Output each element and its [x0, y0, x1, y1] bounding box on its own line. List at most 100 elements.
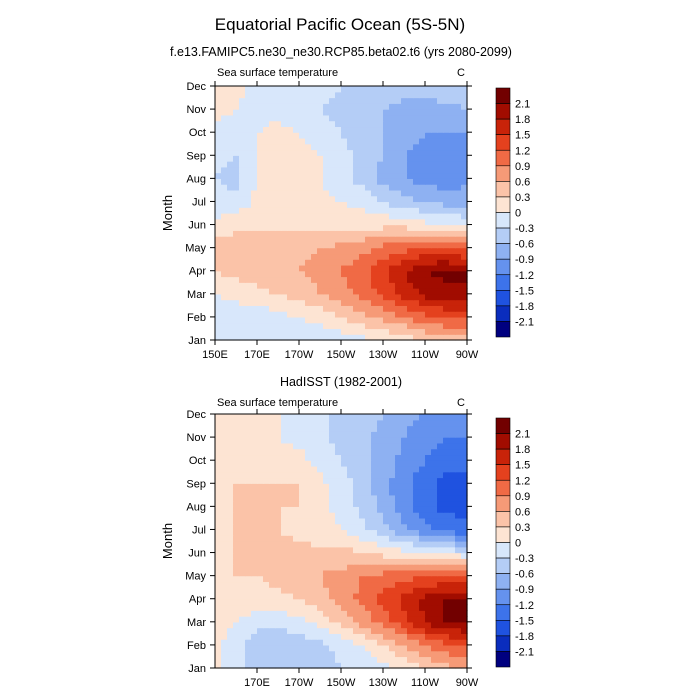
contour-cell: [293, 517, 300, 525]
contour-cell: [395, 201, 402, 208]
contour-cell: [401, 259, 408, 266]
contour-cell: [323, 437, 330, 444]
contour-cell: [263, 552, 270, 559]
contour-cell: [443, 236, 450, 243]
contour-cell: [347, 662, 354, 669]
contour-cell: [329, 465, 336, 473]
contour-cell: [407, 517, 414, 525]
contour-cell: [365, 465, 372, 473]
contour-cell: [233, 569, 240, 577]
contour-cell: [239, 442, 246, 450]
contour-cell: [275, 155, 282, 162]
contour-cell: [431, 149, 438, 156]
contour-cell: [323, 155, 330, 162]
contour-cell: [335, 264, 342, 272]
contour-cell: [305, 299, 312, 306]
contour-cell: [347, 448, 354, 456]
contour-cell: [359, 500, 366, 507]
contour-cell: [347, 328, 354, 335]
contour-cell: [395, 109, 402, 116]
contour-cell: [293, 431, 300, 438]
contour-cell: [287, 581, 294, 588]
contour-cell: [323, 288, 330, 295]
contour-cell: [227, 149, 234, 156]
contour-cell: [227, 512, 234, 519]
contour-cell: [371, 195, 378, 203]
contour-cell: [347, 195, 354, 203]
contour-cell: [323, 512, 330, 519]
contour-cell: [287, 425, 294, 432]
contour-cell: [377, 149, 384, 156]
contour-cell: [359, 288, 366, 295]
contour-cell: [365, 639, 372, 646]
contour-cell: [431, 201, 438, 208]
contour-cell: [407, 587, 414, 594]
contour-cell: [413, 454, 420, 461]
contour-cell: [275, 633, 282, 640]
contour-cell: [299, 465, 306, 473]
contour-cell: [353, 523, 360, 531]
contour-cell: [443, 270, 450, 278]
contour-cell: [395, 184, 402, 191]
contour-cell: [323, 213, 330, 220]
contour-cell: [437, 627, 444, 634]
contour-cell: [389, 201, 396, 208]
contour-cell: [455, 650, 462, 658]
contour-cell: [215, 465, 222, 473]
contour-cell: [341, 604, 348, 611]
contour-cell: [227, 293, 234, 301]
units-label: C: [457, 397, 465, 409]
contour-cell: [263, 218, 270, 226]
contour-cell: [269, 264, 276, 272]
contour-cell: [395, 103, 402, 110]
contour-cell: [293, 155, 300, 162]
contour-cell: [365, 293, 372, 301]
contour-cell: [293, 311, 300, 318]
contour-cell: [275, 598, 282, 606]
contour-cell: [443, 86, 450, 93]
contour-cell: [371, 604, 378, 611]
contour-cell: [395, 616, 402, 623]
contour-cell: [413, 316, 420, 324]
contour-cell: [383, 564, 390, 571]
contour-cell: [257, 500, 264, 507]
contour-cell: [269, 448, 276, 456]
contour-cell: [389, 311, 396, 318]
contour-cell: [227, 270, 234, 278]
contour-cell: [413, 552, 420, 559]
contour-cell: [461, 230, 468, 237]
contour-cell: [215, 161, 222, 168]
contour-cell: [293, 91, 300, 99]
contour-cell: [317, 604, 324, 611]
contour-cell: [245, 448, 252, 456]
contour-cell: [419, 282, 426, 289]
contour-cell: [221, 264, 228, 272]
contour-cell: [299, 506, 306, 513]
contour-cell: [347, 293, 354, 301]
contour-cell: [311, 213, 318, 220]
contour-cell: [311, 270, 318, 278]
contour-cell: [395, 230, 402, 237]
contour-cell: [239, 334, 246, 341]
contour-cell: [455, 419, 462, 427]
contour-cell: [371, 201, 378, 208]
contour-cell: [371, 500, 378, 507]
contour-cell: [407, 120, 414, 128]
contour-cell: [419, 316, 426, 324]
contour-cell: [257, 259, 264, 266]
contour-cell: [395, 328, 402, 335]
contour-cell: [245, 311, 252, 318]
contour-cell: [317, 535, 324, 542]
contour-cell: [239, 86, 246, 93]
contour-cell: [449, 569, 456, 577]
contour-cell: [293, 639, 300, 646]
contour-cell: [293, 276, 300, 283]
contour-cell: [329, 529, 336, 536]
contour-cell: [263, 270, 270, 278]
contour-cell: [461, 166, 468, 174]
contour-cell: [365, 517, 372, 525]
contour-cell: [365, 288, 372, 295]
contour-cell: [401, 149, 408, 156]
contour-cell: [389, 213, 396, 220]
contour-cell: [269, 650, 276, 658]
